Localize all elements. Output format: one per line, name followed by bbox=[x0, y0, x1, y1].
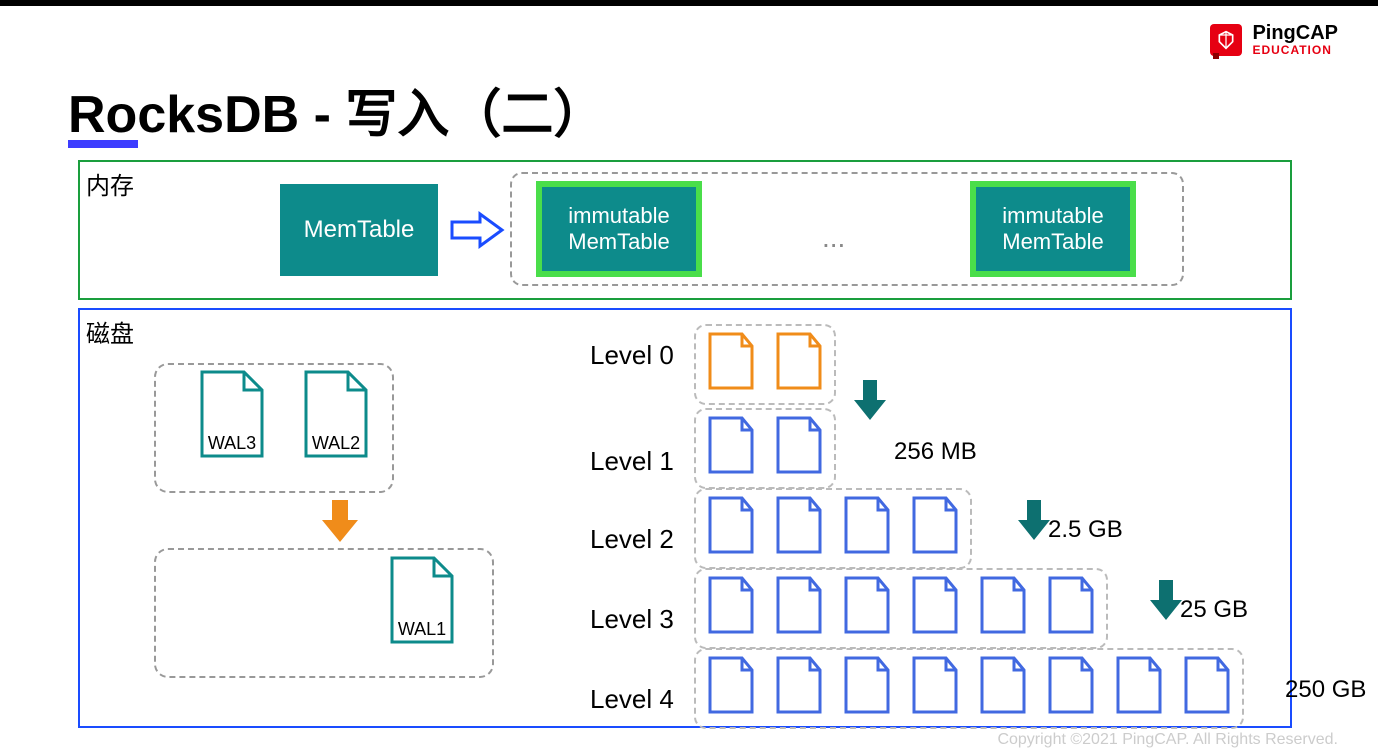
level-files-0 bbox=[694, 324, 836, 405]
brand-logo: PingCAP EDUCATION bbox=[1210, 22, 1338, 57]
sst-file-icon bbox=[910, 496, 960, 561]
wal2-file-icon: WAL2 bbox=[300, 370, 372, 462]
sst-file-icon bbox=[1046, 656, 1096, 721]
sst-file-icon bbox=[842, 496, 892, 561]
sst-file-icon bbox=[842, 656, 892, 721]
wal1-file-icon: WAL1 bbox=[386, 556, 458, 648]
sst-file-icon bbox=[1114, 656, 1164, 721]
level-size-3: 25 GB bbox=[1180, 596, 1248, 624]
arrow-down-teal-icon bbox=[1016, 498, 1052, 549]
page-title: RocksDB - 写入（二） bbox=[68, 72, 605, 147]
top-black-bar bbox=[0, 0, 1378, 6]
sst-file-icon bbox=[842, 576, 892, 641]
arrow-down-teal-icon bbox=[1148, 578, 1184, 629]
sst-file-icon bbox=[706, 496, 756, 561]
sst-file-icon bbox=[706, 656, 756, 721]
arrow-down-orange-icon bbox=[320, 498, 360, 551]
sst-file-icon bbox=[706, 416, 756, 481]
level-size-2: 2.5 GB bbox=[1048, 516, 1123, 544]
level-label-4: Level 4 bbox=[590, 684, 674, 715]
level-size-4: 250 GB bbox=[1285, 676, 1366, 704]
sst-file-icon bbox=[978, 576, 1028, 641]
sst-file-icon bbox=[774, 656, 824, 721]
level-label-1: Level 1 bbox=[590, 446, 674, 477]
memory-label: 内存 bbox=[86, 166, 134, 201]
level-files-4 bbox=[694, 648, 1244, 729]
sst-file-icon bbox=[1182, 656, 1232, 721]
sst-file-icon bbox=[774, 416, 824, 481]
sst-file-icon bbox=[910, 656, 960, 721]
sst-file-icon bbox=[910, 576, 960, 641]
logo-title: PingCAP bbox=[1252, 22, 1338, 44]
sst-file-icon bbox=[978, 656, 1028, 721]
logo-icon bbox=[1210, 24, 1242, 56]
level-label-2: Level 2 bbox=[590, 524, 674, 555]
level-label-0: Level 0 bbox=[590, 340, 674, 371]
immutable-memtable-1: immutableMemTable bbox=[536, 181, 702, 277]
wal3-file-icon: WAL3 bbox=[196, 370, 268, 462]
level-files-1 bbox=[694, 408, 836, 489]
copyright: Copyright ©2021 PingCAP. All Rights Rese… bbox=[997, 731, 1338, 749]
title-underline bbox=[68, 140, 138, 148]
sst-file-icon bbox=[706, 332, 756, 397]
sst-file-icon bbox=[774, 576, 824, 641]
disk-label: 磁盘 bbox=[86, 314, 134, 349]
level-label-3: Level 3 bbox=[590, 604, 674, 635]
memtable-box: MemTable bbox=[280, 184, 438, 276]
immutable-memtable-2: immutableMemTable bbox=[970, 181, 1136, 277]
level-size-1: 256 MB bbox=[894, 438, 977, 466]
immutable-group: immutableMemTable immutableMemTable bbox=[510, 172, 1184, 286]
sst-file-icon bbox=[706, 576, 756, 641]
sst-file-icon bbox=[1046, 576, 1096, 641]
level-files-3 bbox=[694, 568, 1108, 649]
arrow-down-teal-icon bbox=[852, 378, 888, 429]
logo-subtitle: EDUCATION bbox=[1252, 44, 1338, 57]
level-files-2 bbox=[694, 488, 972, 569]
ellipsis: ... bbox=[822, 222, 845, 254]
arrow-right-icon bbox=[450, 210, 506, 255]
sst-file-icon bbox=[774, 496, 824, 561]
sst-file-icon bbox=[774, 332, 824, 397]
